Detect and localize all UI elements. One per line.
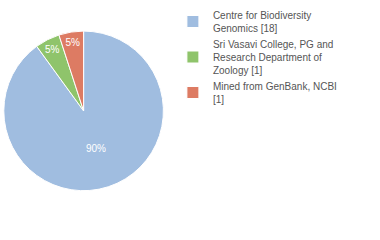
svg-text:Centre for BiodiversityGenomic: Centre for BiodiversityGenomics [18]: [213, 10, 311, 34]
svg-text:90%: 90%: [86, 143, 106, 154]
svg-text:5%: 5%: [66, 37, 81, 48]
svg-text:5%: 5%: [45, 44, 60, 55]
svg-text:Sri Vasavi College, PG andRese: Sri Vasavi College, PG andResearch Depar…: [213, 39, 333, 76]
svg-text:Mined from GenBank, NCBI[1]: Mined from GenBank, NCBI[1]: [213, 81, 337, 105]
